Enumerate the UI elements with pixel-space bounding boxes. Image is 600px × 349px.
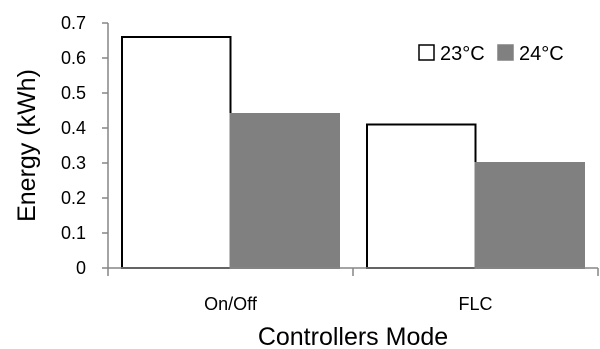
y-tick-label: 0.6 <box>61 48 86 68</box>
bar-series-2 <box>229 113 340 269</box>
bars-group <box>121 36 585 269</box>
bar-series-2 <box>474 162 585 269</box>
legend-label: 23°C <box>440 43 485 65</box>
y-tick-label: 0.5 <box>61 83 86 103</box>
bar-series-1 <box>121 36 232 269</box>
y-ticks-group: 0 0.1 0.2 0.3 0.4 0.5 0.6 0.7 <box>61 13 108 278</box>
y-tick-label: 0.1 <box>61 223 86 243</box>
x-tick-label: FLC <box>458 294 492 314</box>
legend-swatch <box>418 44 435 61</box>
bar-series-1 <box>366 123 477 269</box>
legend: 23°C 24°C <box>418 43 564 65</box>
y-tick-label: 0 <box>76 258 86 278</box>
y-tick-label: 0.3 <box>61 153 86 173</box>
legend-swatch <box>497 44 514 61</box>
x-axis-title: Controllers Mode <box>258 323 448 349</box>
legend-label: 24°C <box>519 43 564 65</box>
y-tick-label: 0.7 <box>61 13 86 33</box>
x-tick-label: On/Off <box>204 294 258 314</box>
y-tick-label: 0.2 <box>61 188 86 208</box>
y-axis-title: Energy (kWh) <box>13 69 41 222</box>
y-tick-label: 0.4 <box>61 118 86 138</box>
x-ticks-group: On/Off FLC <box>107 268 599 314</box>
